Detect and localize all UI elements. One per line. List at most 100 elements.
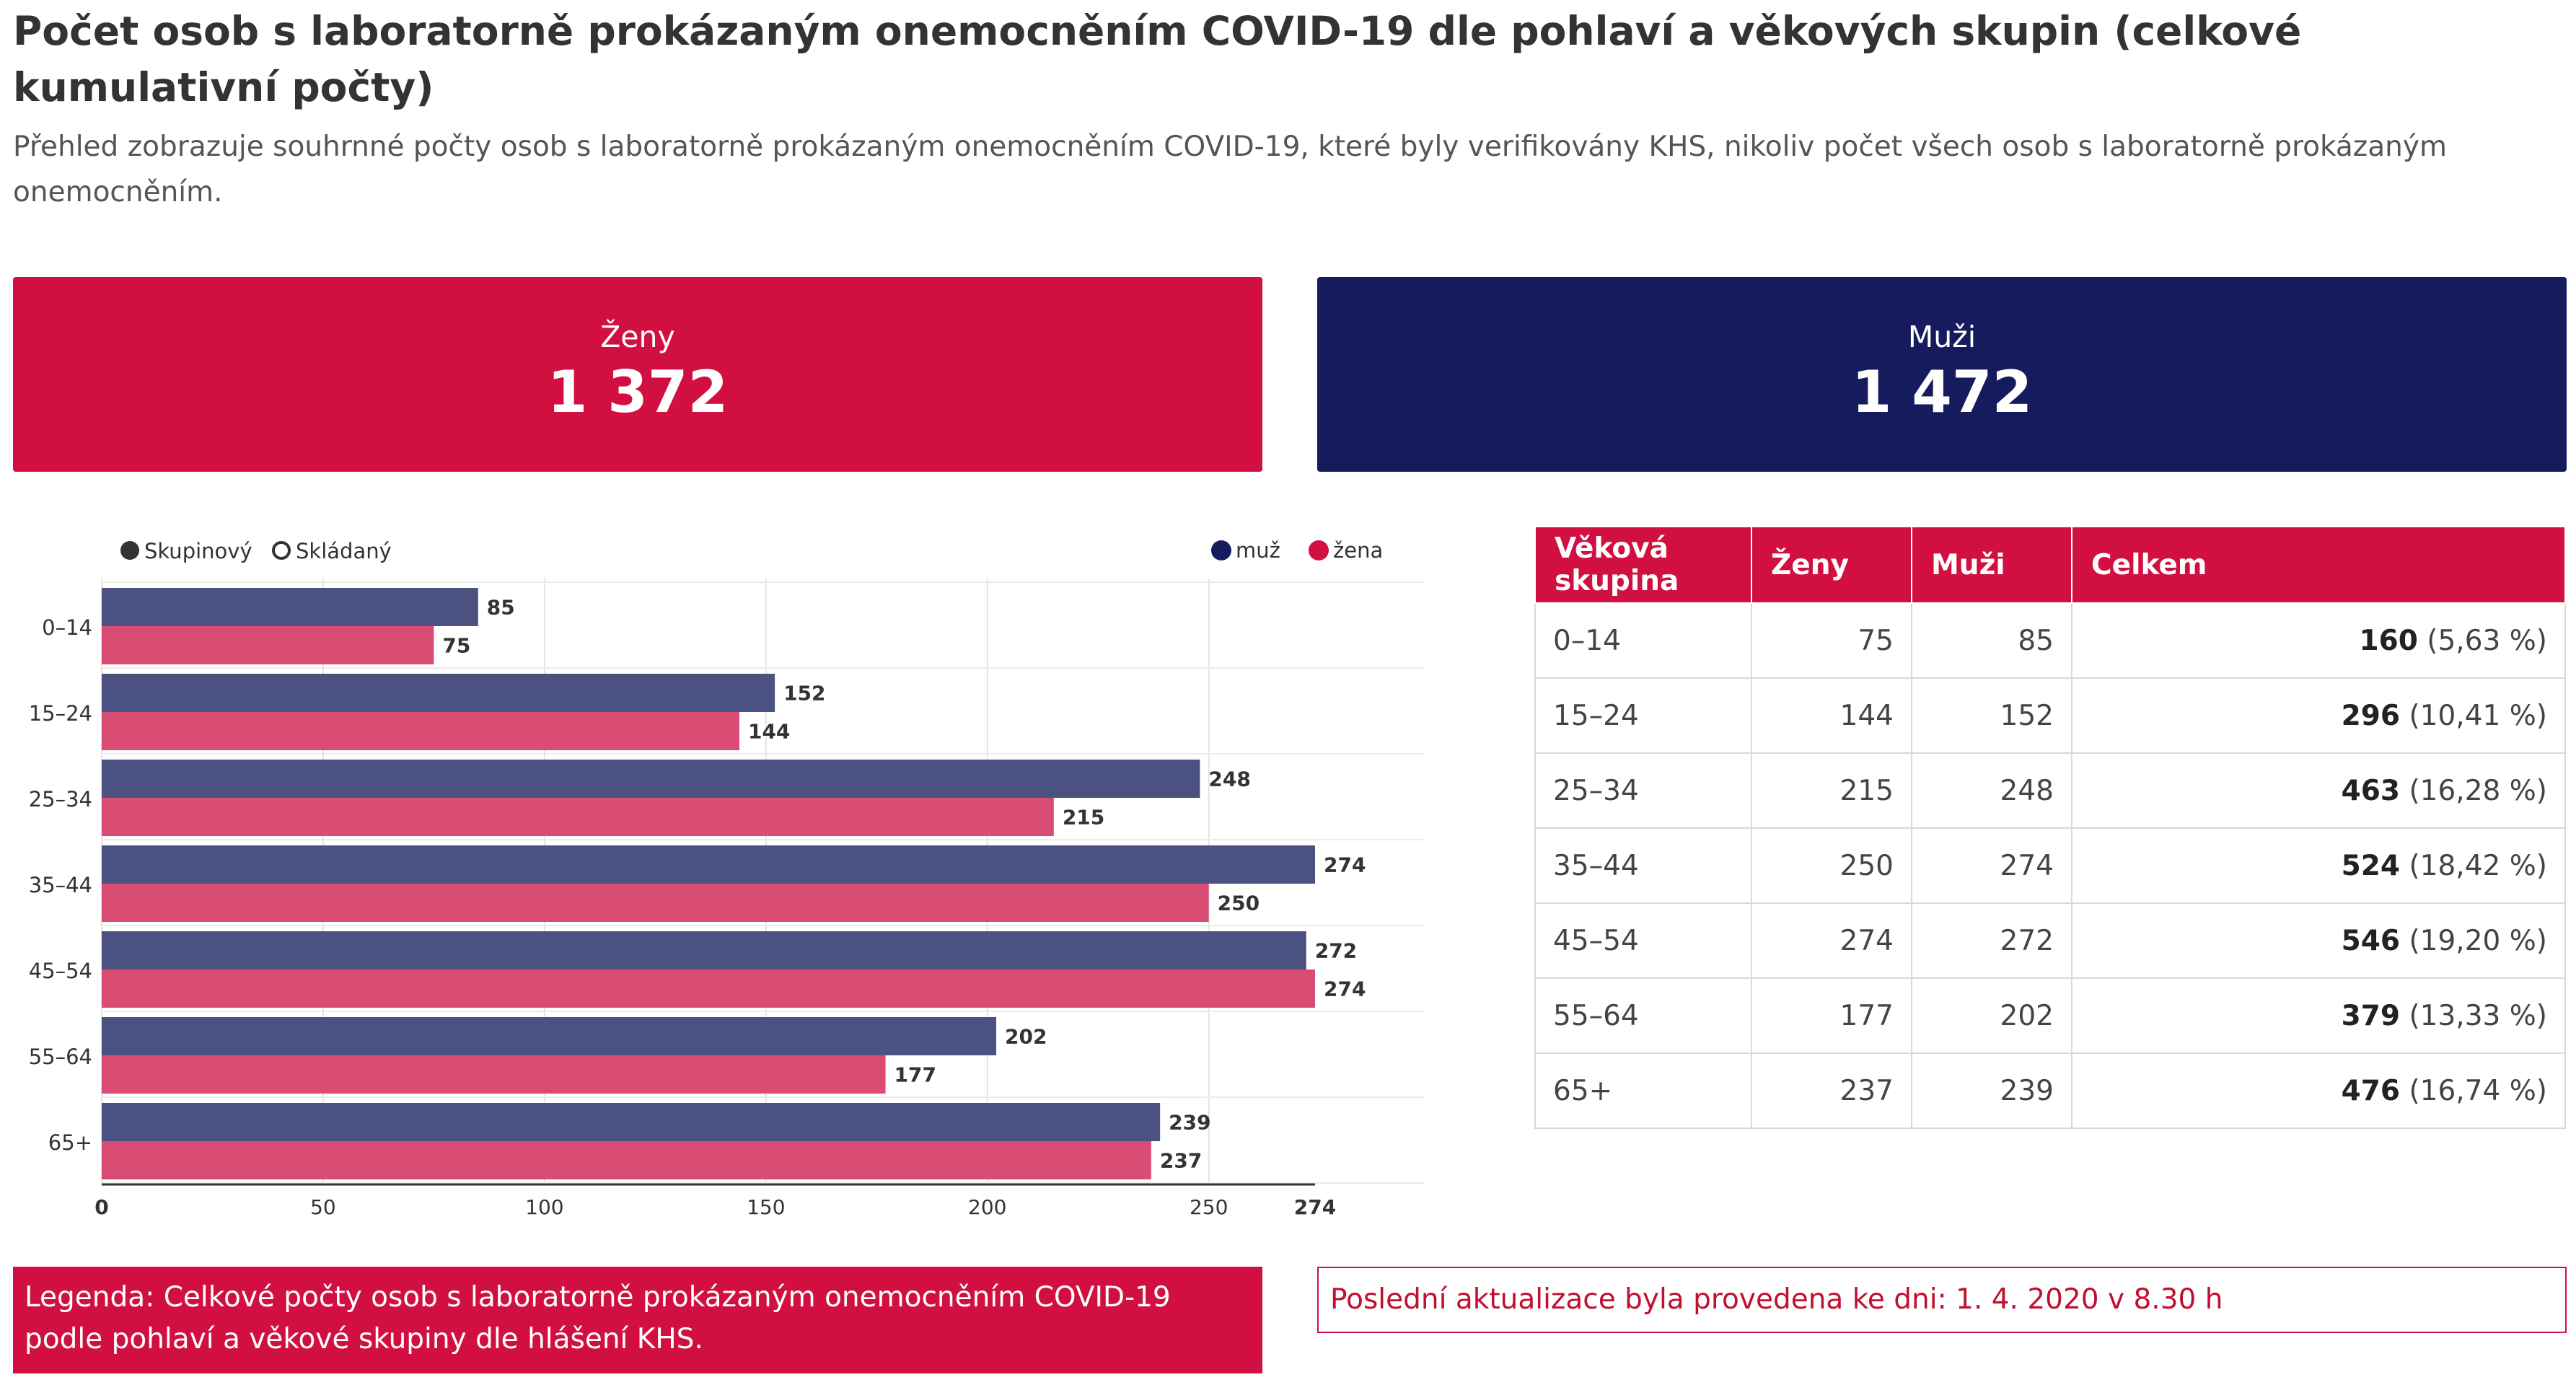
bar-female[interactable] xyxy=(102,1055,886,1094)
data-label: 237 xyxy=(1160,1149,1202,1173)
cell-total-percent: (16,74 %) xyxy=(2400,1074,2547,1107)
page-title: Počet osob s laboratorně prokázaným onem… xyxy=(13,8,2302,110)
cell-male: 272 xyxy=(1911,902,2072,979)
grouped-option-label[interactable]: Skupinový xyxy=(144,539,252,563)
cell-total-percent: (18,42 %) xyxy=(2400,849,2547,882)
category-label: 65+ xyxy=(48,1130,92,1155)
category-label: 25–34 xyxy=(29,787,92,812)
tick-label: 0 xyxy=(94,1195,108,1219)
bar-female[interactable] xyxy=(102,970,1315,1008)
column-header-male: Muži xyxy=(1911,526,2072,604)
table-row: 65+ 237 239 476 (16,74 %) xyxy=(1534,1052,2566,1129)
data-label: 239 xyxy=(1169,1111,1210,1135)
data-label: 75 xyxy=(442,634,470,658)
table-header-row: Věková skupina Ženy Muži Celkem xyxy=(1534,526,2566,604)
legend-female-icon[interactable] xyxy=(1309,540,1329,560)
bar-male[interactable] xyxy=(102,674,775,712)
legend-male-label[interactable]: muž xyxy=(1236,538,1280,563)
female-card-value: 1 372 xyxy=(547,359,729,426)
data-label: 272 xyxy=(1315,939,1357,963)
male-card-label: Muži xyxy=(1907,320,1977,354)
stacked-option-label[interactable]: Skládaný xyxy=(296,539,392,563)
table-row: 45–54 274 272 546 (19,20 %) xyxy=(1534,902,2566,979)
legend-male-icon[interactable] xyxy=(1211,540,1231,560)
cell-total-value: 296 xyxy=(2341,699,2401,732)
category-label: 55–64 xyxy=(29,1045,92,1069)
tick-label-max: 274 xyxy=(1294,1195,1336,1219)
cell-total-value: 546 xyxy=(2341,924,2401,957)
data-label: 274 xyxy=(1324,853,1366,877)
bar-female[interactable] xyxy=(102,1141,1151,1179)
cell-total-percent: (10,41 %) xyxy=(2400,699,2547,732)
grouped-radio-icon[interactable] xyxy=(120,541,139,560)
bar-male[interactable] xyxy=(102,588,478,626)
cell-total: 524 (18,42 %) xyxy=(2071,827,2566,904)
data-label: 202 xyxy=(1005,1025,1047,1049)
cell-total: 463 (16,28 %) xyxy=(2071,752,2566,829)
page-description: Přehled zobrazuje souhrnné počty osob s … xyxy=(13,131,2447,208)
category-label: 45–54 xyxy=(29,959,92,983)
male-total-card: Muži 1 472 xyxy=(1317,277,2567,472)
cell-total: 379 (13,33 %) xyxy=(2071,977,2566,1054)
bar-female[interactable] xyxy=(102,798,1054,836)
cell-age-group: 35–44 xyxy=(1534,827,1752,904)
table-row: 35–44 250 274 524 (18,42 %) xyxy=(1534,827,2566,904)
cell-female: 75 xyxy=(1751,602,1912,679)
cell-female: 177 xyxy=(1751,977,1912,1054)
cell-total-percent: (19,20 %) xyxy=(2400,924,2547,957)
cell-total-value: 463 xyxy=(2341,774,2401,807)
category-label: 35–44 xyxy=(29,873,92,897)
female-total-card: Ženy 1 372 xyxy=(13,277,1262,472)
cell-female: 250 xyxy=(1751,827,1912,904)
cell-total-percent: (16,28 %) xyxy=(2400,774,2547,807)
column-header-age-group: Věková skupina xyxy=(1534,526,1752,604)
bar-female[interactable] xyxy=(102,712,739,750)
cell-female: 215 xyxy=(1751,752,1912,829)
bar-female[interactable] xyxy=(102,626,434,664)
bar-male[interactable] xyxy=(102,760,1200,798)
column-header-female: Ženy xyxy=(1751,526,1912,604)
age-gender-bar-chart: 85 75 0–14 152 144 15–24 248 215 25–34 274 250 35–4… xyxy=(29,538,1425,1219)
bar-male[interactable] xyxy=(102,845,1315,884)
data-label: 85 xyxy=(487,596,515,620)
bar-male[interactable] xyxy=(102,931,1306,970)
table-row: 55–64 177 202 379 (13,33 %) xyxy=(1534,977,2566,1054)
legend-note: Legenda: Celkové počty osob s laboratorn… xyxy=(13,1267,1262,1373)
table-row: 0–14 75 85 160 (5,63 %) xyxy=(1534,602,2566,679)
cell-male: 152 xyxy=(1911,677,2072,754)
cell-total-value: 160 xyxy=(2359,624,2418,657)
data-label: 250 xyxy=(1218,892,1260,915)
cell-male: 85 xyxy=(1911,602,2072,679)
cell-total-percent: (13,33 %) xyxy=(2400,999,2547,1032)
legend-female-label[interactable]: žena xyxy=(1333,538,1383,563)
stacked-radio-icon[interactable] xyxy=(272,541,291,560)
cell-age-group: 15–24 xyxy=(1534,677,1752,754)
cell-total: 296 (10,41 %) xyxy=(2071,677,2566,754)
last-update-note: Poslední aktualizace byla provedena ke d… xyxy=(1317,1267,2567,1333)
cell-total: 546 (19,20 %) xyxy=(2071,902,2566,979)
male-card-value: 1 472 xyxy=(1851,359,2033,426)
bar-male[interactable] xyxy=(102,1017,997,1055)
data-label: 215 xyxy=(1063,806,1104,830)
cell-total-value: 379 xyxy=(2341,999,2401,1032)
cell-male: 274 xyxy=(1911,827,2072,904)
data-label: 152 xyxy=(783,682,825,705)
cell-age-group: 45–54 xyxy=(1534,902,1752,979)
data-label: 144 xyxy=(748,720,790,744)
column-header-total: Celkem xyxy=(2071,526,2566,604)
cell-age-group: 0–14 xyxy=(1534,602,1752,679)
female-card-label: Ženy xyxy=(600,320,675,354)
tick-label: 50 xyxy=(310,1195,336,1219)
cell-total-percent: (5,63 %) xyxy=(2417,624,2547,657)
age-group-table: Věková skupina Ženy Muži Celkem 0–14 75 85… xyxy=(1534,526,2566,1129)
tick-label: 100 xyxy=(525,1195,563,1219)
category-label: 15–24 xyxy=(29,701,92,726)
cell-age-group: 55–64 xyxy=(1534,977,1752,1054)
cell-male: 239 xyxy=(1911,1052,2072,1129)
bar-female[interactable] xyxy=(102,884,1209,922)
data-label: 248 xyxy=(1208,768,1250,791)
bar-male[interactable] xyxy=(102,1103,1161,1141)
cell-female: 144 xyxy=(1751,677,1912,754)
cell-female: 237 xyxy=(1751,1052,1912,1129)
category-label: 0–14 xyxy=(42,615,92,640)
